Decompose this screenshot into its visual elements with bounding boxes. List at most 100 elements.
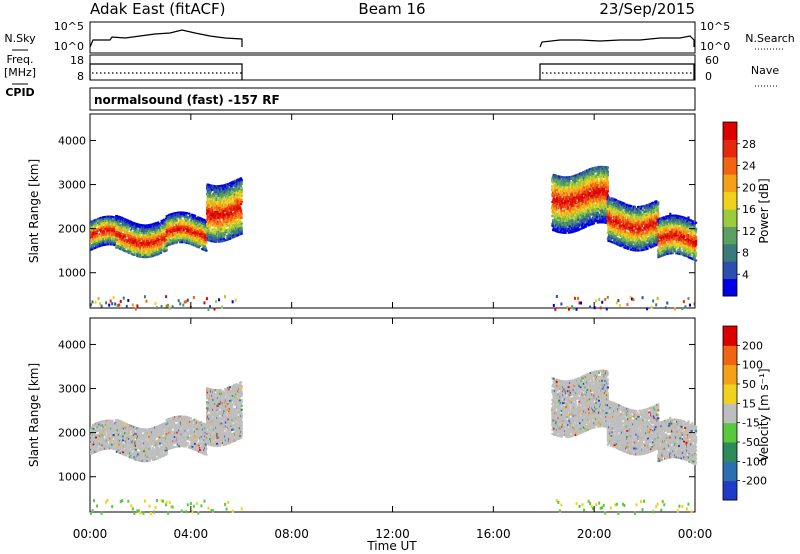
power-cell <box>227 220 230 223</box>
power-cell <box>207 237 211 240</box>
power-cell <box>192 233 195 236</box>
power-cell <box>228 198 231 201</box>
power-cell <box>200 233 203 236</box>
power-cell <box>163 234 166 237</box>
power-cell <box>170 232 173 235</box>
beam-title: Beam 16 <box>358 0 425 18</box>
power-cell <box>129 228 132 231</box>
power-cell <box>185 212 188 215</box>
power-cell <box>151 223 154 226</box>
power-cell <box>228 228 231 231</box>
power-cell <box>219 208 222 211</box>
power-cell <box>214 220 217 223</box>
power-ground-cell <box>185 300 188 304</box>
power-cell <box>166 216 170 219</box>
power-cell <box>93 219 96 222</box>
power-cell <box>178 231 181 234</box>
power-cell <box>151 225 154 228</box>
power-cell <box>143 224 146 227</box>
power-cell <box>215 199 218 202</box>
power-cell <box>212 220 215 223</box>
power-cell <box>221 206 224 209</box>
power-cell <box>123 237 126 240</box>
power-cell <box>115 226 118 229</box>
power-cell <box>215 191 218 194</box>
power-cell <box>561 231 564 234</box>
power-cell <box>139 233 142 236</box>
power-cell <box>107 219 110 222</box>
power-cell <box>105 235 108 238</box>
power-cell <box>224 217 227 220</box>
power-cell <box>208 227 211 230</box>
power-cell <box>141 254 144 257</box>
power-cell <box>226 211 229 214</box>
power-cell <box>596 215 599 218</box>
power-ground-cell <box>213 307 216 311</box>
power-cell <box>173 232 177 235</box>
power-cell <box>144 224 148 227</box>
power-cell <box>113 244 117 247</box>
power-cell <box>110 225 113 228</box>
power-cell <box>596 178 599 181</box>
power-cell <box>228 212 231 215</box>
power-cell <box>222 196 225 199</box>
power-cell <box>211 240 214 243</box>
power-cell <box>145 226 148 229</box>
power-ground-cell <box>555 294 558 298</box>
power-cell <box>167 236 170 239</box>
power-cell <box>158 246 161 249</box>
power-cell <box>112 225 115 228</box>
power-ground-cell <box>575 307 578 311</box>
power-cell <box>219 222 222 225</box>
power-cell <box>207 187 210 190</box>
power-cell <box>218 210 221 213</box>
power-cell <box>138 229 141 232</box>
power-cell <box>211 198 214 201</box>
power-cell <box>213 193 216 196</box>
power-cell <box>229 237 232 240</box>
noise-tick-left-bottom: 10^0 <box>54 40 84 53</box>
power-cell <box>185 218 188 221</box>
power-cell <box>143 252 146 255</box>
power-cell <box>92 231 95 234</box>
power-cell <box>207 217 210 220</box>
power-cell <box>165 239 168 242</box>
power-cell <box>226 218 229 221</box>
power-cell <box>163 218 166 221</box>
power-cell <box>101 236 105 239</box>
power-cell <box>238 195 241 198</box>
power-cell <box>133 252 136 255</box>
power-cell <box>185 222 188 225</box>
power-cell <box>217 199 221 202</box>
power-cell <box>237 178 240 181</box>
power-cell <box>151 255 154 258</box>
power-cell <box>560 219 563 222</box>
power-cell <box>167 230 170 233</box>
power-cell <box>210 208 213 211</box>
power-cell <box>223 233 226 236</box>
power-cell <box>168 216 171 218</box>
power-cell <box>118 245 122 248</box>
power-cell <box>219 236 223 239</box>
power-cell <box>222 204 226 207</box>
power-cell <box>124 230 127 233</box>
power-cell <box>170 228 173 231</box>
power-cell <box>125 231 129 234</box>
power-cell <box>227 192 230 195</box>
power-cell <box>216 228 219 231</box>
power-cell <box>222 212 225 215</box>
power-cell <box>130 247 134 250</box>
power-cell <box>596 217 599 220</box>
power-cell <box>210 204 213 207</box>
power-cell <box>569 175 572 178</box>
power-cell <box>91 248 94 251</box>
power-cell <box>184 233 187 236</box>
power-cell <box>200 229 203 232</box>
power-cell <box>183 219 186 222</box>
power-cell <box>178 227 181 230</box>
power-cell <box>102 240 105 242</box>
power-cell <box>215 240 218 243</box>
power-cell <box>163 228 166 231</box>
power-cell <box>105 233 108 236</box>
power-cell <box>607 220 610 223</box>
